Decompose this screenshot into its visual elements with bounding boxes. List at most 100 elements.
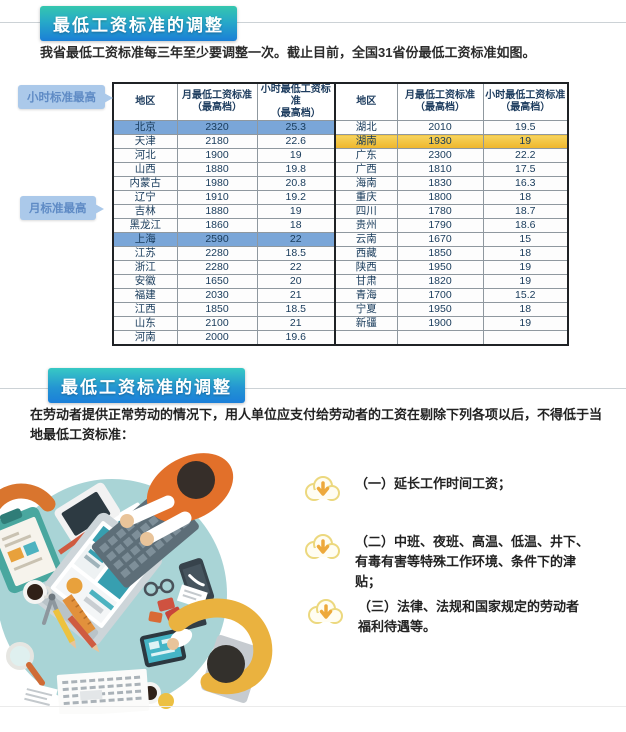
table-cell: 18	[482, 190, 569, 205]
table-cell: 1810	[396, 162, 484, 177]
table-row: 江西 1850 18.5 宁夏 1950 18	[112, 302, 569, 317]
table-cell: 吉林	[112, 204, 178, 219]
table-cell: 18.5	[256, 302, 336, 317]
table-cell: 重庆	[334, 190, 398, 205]
table-cell: 安徽	[112, 274, 178, 289]
table-cell: 25.3	[256, 120, 336, 135]
table-cell: 1910	[176, 190, 258, 205]
table-cell: 19	[482, 260, 569, 275]
table-cell: 2010	[396, 120, 484, 135]
list-item-text: （三）法律、法规和国家规定的劳动者福利待遇等。	[358, 599, 580, 634]
table-cell: 18	[482, 302, 569, 317]
table-cell: 16.3	[482, 176, 569, 191]
cloud-download-icon	[302, 533, 342, 568]
table-cell: 黑龙江	[112, 218, 178, 233]
divider-line	[0, 388, 626, 389]
table-cell: 贵州	[334, 218, 398, 233]
table-cell: 19	[482, 134, 569, 149]
table-cell: 21	[256, 316, 336, 331]
table-row: 北京 2320 25.3 湖北 2010 19.5	[112, 120, 569, 135]
table-cell: 天津	[112, 134, 178, 149]
table-cell: 陕西	[334, 260, 398, 275]
table-header: 地区 月最低工资标准 （最高档） 小时最低工资标准 （最高档） 地区 月最低工资…	[112, 82, 569, 121]
table-row: 上海 2590 22 云南 1670 15	[112, 232, 569, 247]
table-cell: 18	[482, 246, 569, 261]
table-cell: 青海	[334, 288, 398, 303]
table-cell: 18.6	[482, 218, 569, 233]
table-cell: 四川	[334, 204, 398, 219]
table-cell: 1800	[396, 190, 484, 205]
callout-hourly-label: 小时标准最高	[27, 92, 96, 104]
table-header-row: 地区 月最低工资标准 （最高档） 小时最低工资标准 （最高档） 地区 月最低工资…	[112, 82, 569, 121]
table-cell: 1980	[176, 176, 258, 191]
table-cell: 19	[482, 316, 569, 331]
table-row: 吉林 1880 19 四川 1780 18.7	[112, 204, 569, 219]
list-item-text: （二）中班、夜班、高温、低温、井下、有毒有害等特殊工作环境、条件下的津贴；	[355, 534, 590, 589]
table-cell: 19	[256, 204, 336, 219]
table-cell: 2100	[176, 316, 258, 331]
table-cell: 20.8	[256, 176, 336, 191]
table-row: 辽宁 1910 19.2 重庆 1800 18	[112, 190, 569, 205]
table-cell: 1900	[176, 148, 258, 163]
intro-text: 我省最低工资标准每三年至少要调整一次。截止目前，全国31省份最低工资标准如图。	[40, 45, 536, 60]
table-cell: 北京	[112, 120, 178, 135]
table-cell: 上海	[112, 232, 178, 247]
table-cell: 22	[256, 232, 336, 247]
section2-paragraph: 在劳动者提供正常劳动的情况下，用人单位应支付给劳动者的工资在剔除下列各项以后，不…	[30, 407, 603, 443]
list-item-2: （二）中班、夜班、高温、低温、井下、有毒有害等特殊工作环境、条件下的津贴；	[302, 532, 597, 592]
callout-hourly-highest: 小时标准最高	[18, 85, 113, 109]
divider-line	[0, 22, 626, 23]
table-row: 天津 2180 22.6 湖南 1930 19	[112, 134, 569, 149]
column-header-monthly-right: 月最低工资标准 （最高档）	[396, 82, 484, 121]
table-cell	[396, 330, 484, 346]
table-cell: 内蒙古	[112, 176, 178, 191]
table-row: 黑龙江 1860 18 贵州 1790 18.6	[112, 218, 569, 233]
section1-title-badge: 最低工资标准的调整	[40, 6, 237, 41]
table-row: 河北 1900 19 广东 2300 22.2	[112, 148, 569, 163]
table-cell: 新疆	[334, 316, 398, 331]
callout-monthly-highest: 月标准最高	[20, 196, 103, 220]
column-header-monthly-left: 月最低工资标准 （最高档）	[176, 82, 258, 121]
table-cell: 22.2	[482, 148, 569, 163]
column-header-hourly-right: 小时最低工资标准 （最高档）	[482, 82, 569, 121]
table-row: 安徽 1650 20 甘肃 1820 19	[112, 274, 569, 289]
table-cell: 18.7	[482, 204, 569, 219]
table-cell: 1950	[396, 260, 484, 275]
list-item-3: （三）法律、法规和国家规定的劳动者福利待遇等。	[305, 597, 586, 637]
wage-table-body: 北京 2320 25.3 湖北 2010 19.5 天津 2180 22.6 湖南 1930 19 河北…	[112, 120, 569, 346]
table-cell: 1900	[396, 316, 484, 331]
table-cell: 辽宁	[112, 190, 178, 205]
table-row: 山西 1880 19.8 广西 1810 17.5	[112, 162, 569, 177]
cloud-download-icon	[302, 475, 342, 510]
table-cell: 19.8	[256, 162, 336, 177]
table-cell: 2280	[176, 246, 258, 261]
table-cell: 2280	[176, 260, 258, 275]
list-item-text: （一）延长工作时间工资；	[355, 476, 512, 491]
table-cell: 1850	[396, 246, 484, 261]
table-cell: 18	[256, 218, 336, 233]
table-cell: 15.2	[482, 288, 569, 303]
table-cell: 2300	[396, 148, 484, 163]
minimum-wage-table: 地区 月最低工资标准 （最高档） 小时最低工资标准 （最高档） 地区 月最低工资…	[112, 82, 569, 346]
table-cell: 河南	[112, 330, 178, 346]
table-cell: 1780	[396, 204, 484, 219]
table-cell: 1670	[396, 232, 484, 247]
callout-monthly-label: 月标准最高	[29, 203, 87, 215]
table-cell: 2590	[176, 232, 258, 247]
table-cell: 19.2	[256, 190, 336, 205]
table-cell: 22	[256, 260, 336, 275]
column-header-hourly-left: 小时最低工资标准 （最高档）	[256, 82, 336, 121]
table-cell: 1880	[176, 204, 258, 219]
table-cell: 1650	[176, 274, 258, 289]
table-cell: 19.6	[256, 330, 336, 346]
table-cell: 江西	[112, 302, 178, 317]
table-cell: 2180	[176, 134, 258, 149]
table-row: 江苏 2280 18.5 西藏 1850 18	[112, 246, 569, 261]
table-cell: 江苏	[112, 246, 178, 261]
table-cell: 福建	[112, 288, 178, 303]
table-cell	[482, 330, 569, 346]
table-cell: 浙江	[112, 260, 178, 275]
table-cell: 20	[256, 274, 336, 289]
table-cell: 甘肃	[334, 274, 398, 289]
table-cell: 西藏	[334, 246, 398, 261]
